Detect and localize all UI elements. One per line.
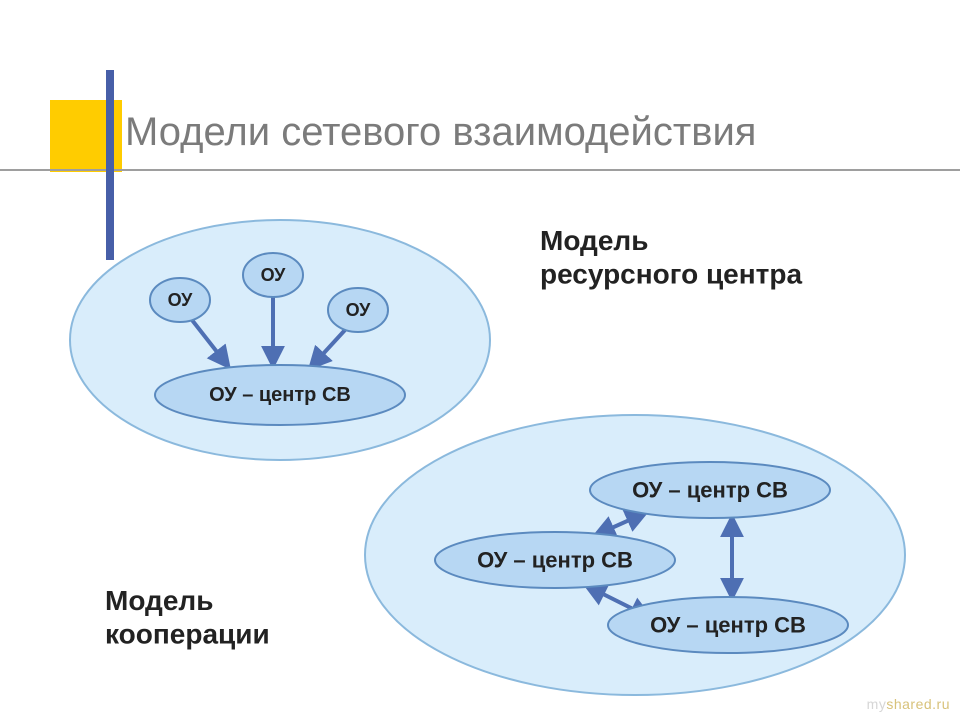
label-cooperation: Моделькооперации [105, 585, 270, 650]
watermark-right: shared.ru [886, 696, 950, 712]
resource-model-node-ou1-label: ОУ [168, 290, 194, 310]
resource-model-node-ou3-label: ОУ [346, 300, 372, 320]
svg-text:кооперации: кооперации [105, 619, 270, 650]
slide-title: Модели сетевого взаимодействия [125, 110, 756, 154]
svg-text:Модель: Модель [540, 225, 648, 256]
watermark-left: my [867, 696, 887, 712]
resource-model-group: ОУ ОУ ОУ ОУ – центр СВ [70, 220, 490, 460]
cooperation-model-node-c3-label: ОУ – центр СВ [650, 613, 806, 638]
cooperation-model-node-c2-label: ОУ – центр СВ [477, 548, 633, 573]
watermark: myshared.ru [867, 696, 950, 712]
svg-text:Модель: Модель [105, 585, 213, 616]
diagram-canvas: Модели сетевого взаимодействияМодельресу… [0, 0, 960, 720]
resource-model-node-ou2-label: ОУ [261, 265, 287, 285]
cooperation-model-node-c1-label: ОУ – центр СВ [632, 478, 788, 503]
cooperation-model-group: ОУ – центр СВ ОУ – центр СВ ОУ – центр СВ [365, 415, 905, 695]
label-resource-center: Модельресурсного центра [540, 225, 802, 290]
resource-model-node-center-label: ОУ – центр СВ [209, 384, 351, 406]
svg-text:ресурсного центра: ресурсного центра [540, 259, 802, 290]
